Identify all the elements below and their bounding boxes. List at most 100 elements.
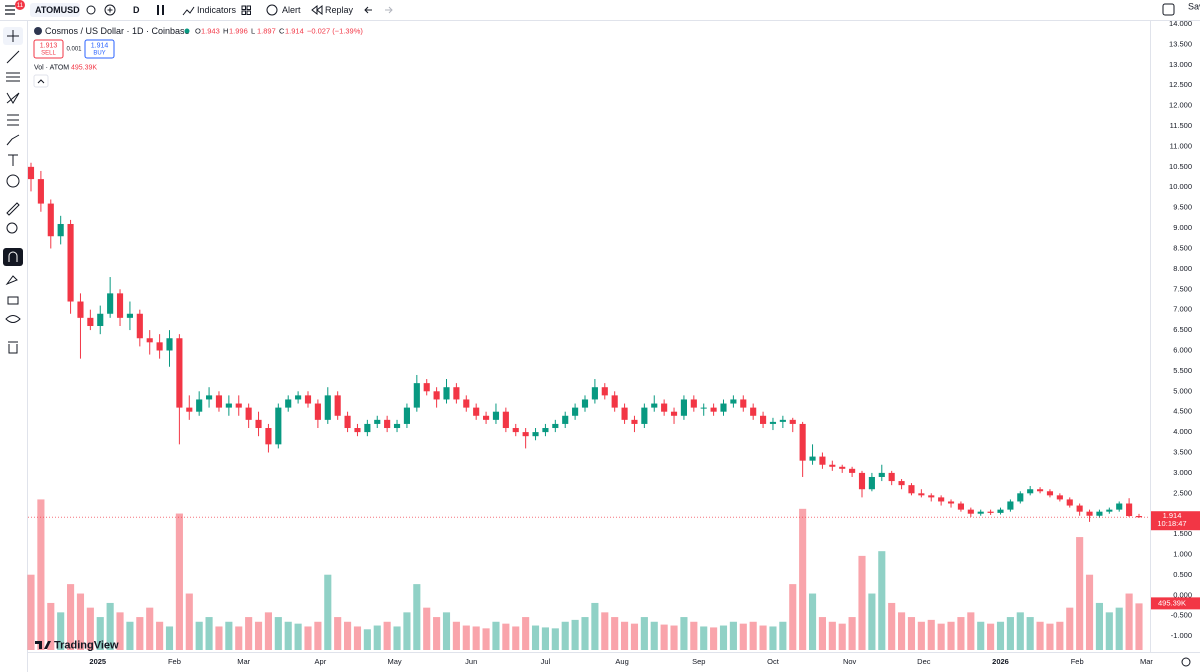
settings[interactable] <box>1181 657 1191 667</box>
y-tick-label: 3.000 <box>1173 468 1192 477</box>
volume-bar <box>433 617 441 650</box>
volume-bar <box>996 621 1005 650</box>
lock-draw-tool[interactable] <box>5 275 18 286</box>
buy-price[interactable]: 1.914 <box>91 42 109 49</box>
candle-body <box>37 179 44 204</box>
candle-body <box>384 419 391 429</box>
candle-body <box>492 411 500 420</box>
zoom-tool[interactable] <box>6 222 18 234</box>
layouts-icon[interactable] <box>241 5 251 15</box>
lock-tool[interactable] <box>7 296 19 305</box>
candle-body <box>186 407 193 412</box>
alert-icon[interactable] <box>266 4 278 16</box>
indicators-button[interactable]: Indicators <box>197 5 237 15</box>
candle-body <box>285 399 292 408</box>
candle-body <box>393 423 401 429</box>
candle-body <box>473 407 480 416</box>
x-tick-label: Jul <box>541 657 551 666</box>
magnet-tool[interactable] <box>8 251 18 262</box>
candle-body <box>374 419 381 424</box>
volume-bar <box>165 626 174 650</box>
crosshair-tool[interactable] <box>7 30 19 42</box>
volume-bar <box>650 621 658 650</box>
volume-bar <box>235 626 243 650</box>
sell-label[interactable]: SELL <box>41 51 56 57</box>
candle-body <box>898 481 905 486</box>
replay-icon[interactable] <box>311 4 323 16</box>
indicators-icon[interactable] <box>182 6 195 16</box>
candle-body <box>483 415 490 420</box>
x-tick-label: 2026 <box>992 657 1009 666</box>
volume-bar <box>136 617 144 650</box>
sell-price[interactable]: 1.913 <box>40 42 58 49</box>
volume-bar <box>1056 621 1064 650</box>
alert-button[interactable]: Alert <box>282 5 301 15</box>
volume-bar <box>126 621 134 650</box>
icon-tool[interactable] <box>6 174 20 188</box>
symbol[interactable]: ATOMUSD <box>35 5 80 15</box>
text-tool[interactable] <box>8 154 18 166</box>
candle-body <box>987 511 994 513</box>
ohlc-value: 1.897 <box>257 26 276 35</box>
buy-label[interactable]: BUY <box>93 51 105 57</box>
volume-bar <box>353 626 362 650</box>
brush-tool[interactable] <box>6 134 20 146</box>
candle-body <box>977 511 984 514</box>
candle-body <box>532 432 539 437</box>
prediction-tool[interactable] <box>7 114 19 126</box>
compare-icon[interactable] <box>86 5 96 15</box>
replay-button[interactable]: Replay <box>325 5 354 15</box>
candle-body <box>670 411 678 416</box>
save-button[interactable]: Sav <box>1188 1 1200 11</box>
volume-bar <box>383 621 391 650</box>
volume-bar <box>1085 574 1094 650</box>
volume-bar <box>967 612 975 650</box>
last-price-tag <box>1151 511 1200 531</box>
x-tick-label: 2025 <box>89 657 106 666</box>
collapse-legend[interactable] <box>33 74 49 88</box>
candle-body <box>789 419 796 424</box>
measure-tool[interactable] <box>6 202 20 216</box>
candle-body <box>512 428 519 433</box>
volume-bar <box>571 619 579 650</box>
volume-bar <box>452 621 460 650</box>
candle-body <box>928 495 935 498</box>
candle-body <box>344 415 351 429</box>
volume-bar <box>808 593 817 650</box>
volume-bar <box>502 623 510 650</box>
hide-tool[interactable] <box>5 315 21 323</box>
candle-body <box>819 456 826 465</box>
redo[interactable] <box>385 6 393 14</box>
chart-type-icon[interactable] <box>157 5 164 15</box>
y-tick-label: 0.000 <box>1173 590 1192 599</box>
candle-body <box>868 476 875 490</box>
volume-bar <box>1076 537 1084 650</box>
volume-bar <box>858 555 866 650</box>
volume-bar <box>640 617 648 650</box>
add-symbol[interactable] <box>104 4 116 16</box>
candle-body <box>1027 489 1034 494</box>
y-tick-label: 5.000 <box>1173 386 1192 395</box>
volume-bar <box>363 629 371 650</box>
pattern-tool[interactable] <box>6 92 20 104</box>
volume-bar <box>264 612 272 650</box>
sell-button[interactable] <box>33 39 64 59</box>
ohlc-value: 1.914 <box>285 26 304 35</box>
fullscreen[interactable] <box>1162 3 1175 16</box>
trend-line-tool[interactable] <box>6 50 20 64</box>
candle-body <box>215 395 223 408</box>
candle-body <box>196 399 203 412</box>
volume-bar <box>37 499 45 650</box>
fib-tool[interactable] <box>6 72 20 82</box>
undo[interactable] <box>364 6 372 14</box>
volume-bar <box>1006 617 1014 650</box>
buy-button[interactable] <box>84 39 115 59</box>
interval[interactable]: D <box>133 5 140 15</box>
menu-button[interactable] <box>5 5 15 15</box>
symbol-search[interactable] <box>30 3 80 17</box>
y-tick-label: 2.500 <box>1173 488 1192 497</box>
delete-tool[interactable] <box>8 341 18 354</box>
candle-body <box>651 403 658 408</box>
x-tick-label: Jun <box>465 657 477 666</box>
ohlc-key: H <box>223 26 228 35</box>
